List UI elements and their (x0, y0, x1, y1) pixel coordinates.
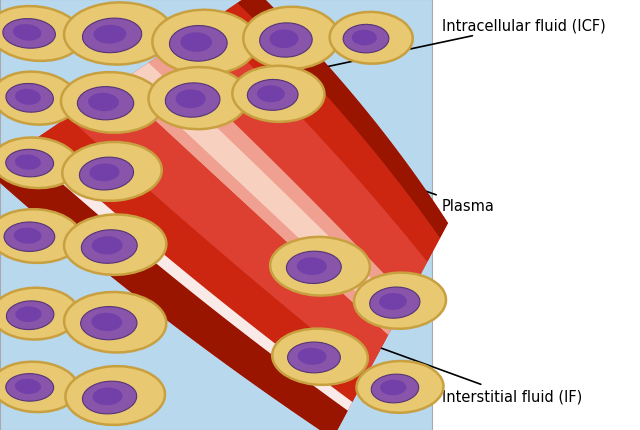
Polygon shape (0, 148, 348, 430)
Ellipse shape (152, 11, 257, 75)
Ellipse shape (269, 30, 298, 49)
Polygon shape (237, 0, 448, 239)
Ellipse shape (232, 67, 324, 123)
Ellipse shape (330, 13, 413, 64)
Ellipse shape (170, 27, 227, 62)
Ellipse shape (6, 84, 53, 113)
Ellipse shape (15, 89, 41, 105)
Polygon shape (0, 0, 448, 430)
Ellipse shape (93, 26, 126, 44)
Polygon shape (127, 64, 402, 327)
Ellipse shape (77, 87, 134, 120)
Ellipse shape (287, 252, 341, 284)
Ellipse shape (3, 19, 56, 49)
Ellipse shape (61, 73, 163, 133)
Ellipse shape (15, 307, 42, 322)
Ellipse shape (0, 72, 78, 126)
Ellipse shape (248, 80, 298, 111)
Ellipse shape (352, 31, 377, 46)
Ellipse shape (15, 379, 41, 394)
Polygon shape (33, 118, 367, 402)
Ellipse shape (298, 348, 326, 365)
Ellipse shape (0, 138, 78, 189)
Ellipse shape (81, 307, 137, 340)
Ellipse shape (92, 237, 123, 255)
Ellipse shape (270, 237, 370, 296)
Ellipse shape (0, 288, 79, 340)
Ellipse shape (93, 387, 123, 405)
Ellipse shape (243, 8, 339, 70)
Text: Interstitial fluid (IF): Interstitial fluid (IF) (348, 336, 582, 403)
Ellipse shape (379, 293, 407, 310)
Ellipse shape (65, 366, 165, 425)
Ellipse shape (380, 380, 406, 395)
Ellipse shape (297, 258, 327, 275)
Ellipse shape (83, 381, 137, 414)
Ellipse shape (175, 90, 205, 109)
Ellipse shape (90, 164, 120, 182)
Polygon shape (22, 141, 353, 411)
Text: Intracellular fluid (ICF): Intracellular fluid (ICF) (303, 18, 605, 73)
Ellipse shape (64, 3, 173, 65)
Ellipse shape (88, 94, 119, 112)
Polygon shape (207, 4, 440, 262)
Ellipse shape (6, 150, 54, 178)
Ellipse shape (0, 210, 81, 263)
Ellipse shape (13, 25, 42, 42)
Ellipse shape (165, 84, 220, 118)
Ellipse shape (370, 287, 420, 319)
Ellipse shape (81, 230, 137, 264)
Ellipse shape (0, 7, 83, 62)
Ellipse shape (13, 228, 42, 244)
Ellipse shape (79, 158, 134, 190)
Polygon shape (162, 24, 428, 299)
Ellipse shape (4, 222, 55, 252)
Ellipse shape (356, 361, 444, 413)
Ellipse shape (343, 25, 389, 54)
Ellipse shape (0, 362, 79, 412)
Ellipse shape (180, 33, 212, 53)
Ellipse shape (64, 215, 166, 275)
FancyBboxPatch shape (0, 0, 432, 430)
Polygon shape (116, 55, 408, 335)
Ellipse shape (272, 329, 368, 385)
Ellipse shape (287, 342, 340, 373)
Ellipse shape (6, 374, 54, 401)
Text: Plasma: Plasma (403, 184, 495, 214)
Ellipse shape (15, 155, 41, 170)
Ellipse shape (6, 301, 54, 330)
Ellipse shape (92, 313, 122, 332)
Ellipse shape (62, 143, 162, 201)
Ellipse shape (260, 24, 312, 58)
Ellipse shape (64, 292, 166, 353)
Ellipse shape (148, 68, 248, 130)
Ellipse shape (257, 86, 285, 103)
Ellipse shape (371, 374, 419, 403)
Ellipse shape (83, 19, 141, 54)
Ellipse shape (354, 273, 446, 329)
Polygon shape (68, 85, 388, 374)
